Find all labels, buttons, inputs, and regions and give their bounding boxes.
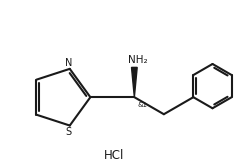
Polygon shape [132,67,137,97]
Text: HCl: HCl [104,149,125,162]
Text: &1: &1 [137,102,147,108]
Text: S: S [66,127,72,137]
Text: NH₂: NH₂ [128,55,148,65]
Text: N: N [65,58,72,68]
